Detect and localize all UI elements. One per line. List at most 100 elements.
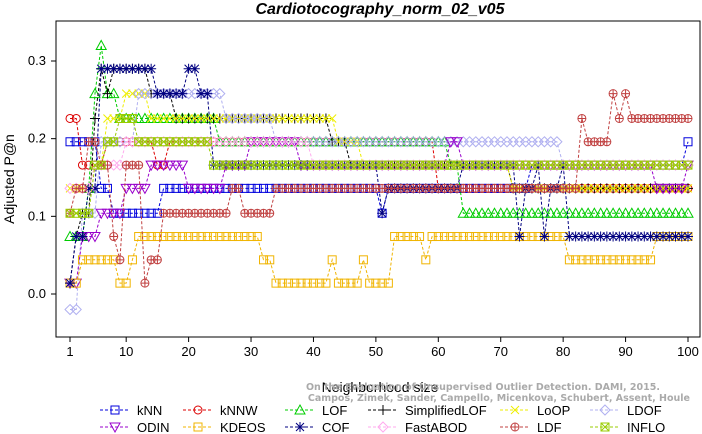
point-lof: [544, 207, 557, 218]
point-ldf: [602, 137, 612, 147]
point-knn: [134, 208, 144, 218]
point-odin: [188, 183, 201, 195]
point-cof: [146, 63, 157, 74]
point-loop: [658, 184, 668, 193]
point-lof: [663, 207, 676, 218]
point-kdeos: [552, 232, 562, 242]
legend: kNN kNNW LOF SimplifiedLOF LoOP LDOF ODIN KDEOS…: [100, 403, 665, 434]
point-inflo: [202, 137, 212, 147]
point-loop: [271, 114, 281, 123]
point-lof: [164, 112, 176, 123]
point-lof: [432, 135, 445, 147]
point-cof: [626, 231, 637, 242]
series-line-inflo: [70, 118, 688, 214]
point-lof: [476, 207, 488, 218]
point-lof: [238, 135, 251, 147]
point-loop: [296, 114, 306, 123]
legend-marker-inflo: [600, 422, 610, 432]
point-loop: [608, 184, 618, 193]
legend-item-ldof: LDOF: [590, 403, 662, 418]
point-cof: [595, 231, 606, 242]
legend-label-knn: kNN: [137, 403, 162, 418]
y-tick-label: 0.1: [28, 208, 46, 223]
point-kdeos: [296, 278, 306, 288]
point-ldof: [89, 207, 101, 219]
point-ldf: [140, 278, 150, 288]
point-fastabod: [114, 159, 126, 171]
point-kdeos: [396, 232, 406, 242]
point-kdeos: [402, 232, 412, 242]
point-kdeos: [259, 255, 269, 265]
point-lof: [619, 207, 632, 218]
point-lof: [345, 135, 357, 147]
point-loop: [683, 184, 693, 193]
point-loop: [596, 184, 605, 193]
point-lof: [519, 207, 532, 218]
point-kdeos: [165, 232, 175, 242]
point-cof: [583, 231, 594, 242]
point-kdeos: [159, 232, 169, 242]
point-kdeos: [408, 232, 418, 242]
point-cof: [133, 63, 144, 74]
point-lof: [376, 135, 388, 147]
point-loop: [315, 114, 325, 123]
point-kdeos: [234, 232, 244, 242]
point-kdeos: [377, 278, 387, 288]
point-lof: [89, 87, 101, 99]
point-kdeos: [77, 255, 87, 265]
point-cof: [189, 63, 200, 74]
legend-marker-ldof: [599, 404, 611, 416]
point-cof: [670, 231, 681, 242]
point-odin: [170, 160, 182, 172]
point-loop: [202, 114, 212, 123]
legend-label-loop: LoOP: [537, 403, 570, 418]
series-knnw: [65, 113, 693, 193]
series-ldf: [65, 89, 693, 288]
point-odin: [195, 183, 207, 195]
point-cof: [564, 231, 575, 242]
point-kdeos: [614, 255, 624, 265]
point-kdeos: [227, 232, 237, 242]
point-ldof: [264, 112, 276, 125]
point-kdeos: [346, 278, 356, 288]
point-loop: [171, 114, 181, 123]
point-knn: [683, 137, 693, 147]
point-knn: [259, 183, 269, 193]
legend-marker-kdeos: [193, 422, 203, 432]
point-lof: [494, 207, 507, 218]
point-lof: [301, 135, 314, 147]
point-kdeos: [646, 255, 656, 265]
series-line-simplifiedlof: [69, 68, 688, 284]
point-kdeos: [383, 278, 393, 288]
point-loop: [215, 114, 225, 123]
point-kdeos: [440, 232, 450, 242]
point-lof: [463, 207, 476, 218]
point-ldf: [221, 208, 231, 218]
x-tick-label: 90: [618, 344, 632, 359]
point-ldf: [234, 183, 244, 193]
point-cof: [633, 231, 644, 242]
point-lof: [426, 135, 438, 147]
point-lof: [351, 135, 364, 147]
point-cof: [152, 88, 163, 99]
point-loop: [153, 114, 162, 123]
series-lof: [64, 39, 694, 242]
x-tick-label: 10: [119, 344, 133, 359]
point-kdeos: [327, 255, 337, 265]
data-layer: [64, 39, 694, 316]
x-tick-label: 20: [181, 344, 195, 359]
point-cof: [664, 231, 675, 242]
point-lof: [438, 135, 451, 147]
point-loop: [621, 184, 630, 193]
point-knnw: [84, 160, 94, 170]
point-loop: [190, 114, 200, 123]
point-cof: [539, 231, 550, 242]
point-loop: [627, 184, 637, 193]
point-lof: [151, 112, 164, 123]
point-ldf: [683, 113, 693, 123]
x-axis-label: Neighborhood size: [322, 379, 439, 395]
legend-label-cof: COF: [322, 420, 350, 434]
point-kdeos: [221, 232, 231, 242]
point-cof: [183, 63, 194, 74]
point-kdeos: [190, 232, 200, 242]
